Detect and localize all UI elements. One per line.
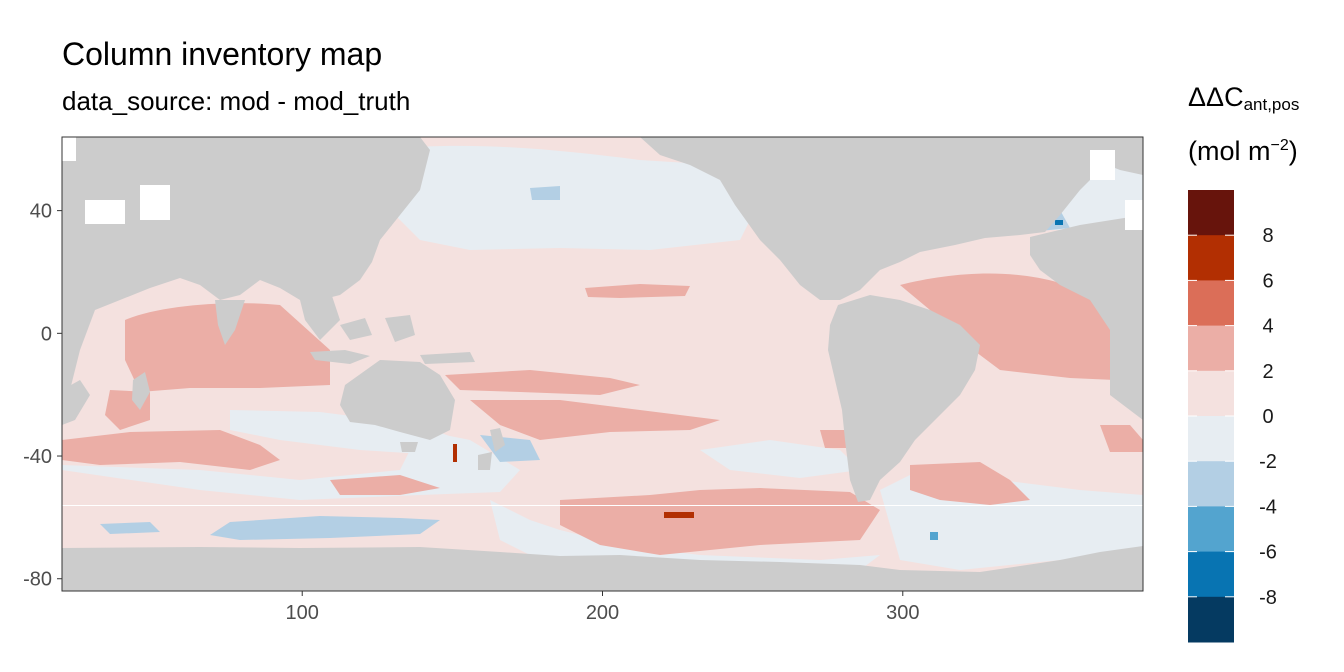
y-tick-label: 0 (41, 323, 52, 345)
y-axis: 40 0 -40 -80 (23, 201, 62, 591)
colorbar-label: -4 (1259, 496, 1277, 518)
x-axis: 100 200 300 (286, 591, 919, 624)
x-tick-label: 300 (886, 602, 919, 624)
x-tick-label: 100 (286, 602, 319, 624)
colorbar-label: 0 (1262, 406, 1273, 428)
legend-title: ΔΔCant,pos (1188, 82, 1300, 114)
map-subtitle: data_source: mod - mod_truth (62, 86, 411, 116)
colorbar-label: 6 (1262, 270, 1273, 292)
colorbar-label: -6 (1259, 542, 1277, 564)
colorbar-label: 8 (1262, 225, 1273, 247)
y-tick-label: -40 (23, 446, 52, 468)
colorbar-swatch (1188, 325, 1234, 372)
colorbar-swatch (1188, 596, 1234, 643)
colorbar-swatch (1188, 461, 1234, 507)
map-title: Column inventory map (62, 36, 383, 72)
colorbar-label: -2 (1259, 451, 1277, 473)
legend-units: (mol m−2) (1188, 136, 1298, 166)
colorbar-label: 4 (1262, 316, 1273, 338)
x-tick-label: 200 (586, 602, 619, 624)
colorbar-swatch (1188, 280, 1234, 327)
colorbar-swatch (1188, 506, 1234, 553)
colorbar-swatch (1188, 551, 1234, 598)
missing-data (62, 137, 1143, 506)
colorbar-label: 2 (1262, 361, 1273, 383)
map-panel (62, 137, 1143, 591)
colorbar-swatch (1188, 416, 1234, 462)
colorbar-label: -8 (1259, 587, 1277, 609)
y-tick-label: 40 (30, 201, 52, 223)
colorbar-swatch (1188, 190, 1234, 236)
colorbar-legend: 8 6 4 2 0 -2 -4 -6 -8 (1188, 190, 1277, 643)
colorbar-swatch (1188, 235, 1234, 281)
y-tick-label: -80 (23, 569, 52, 591)
colorbar-swatch (1188, 370, 1234, 417)
